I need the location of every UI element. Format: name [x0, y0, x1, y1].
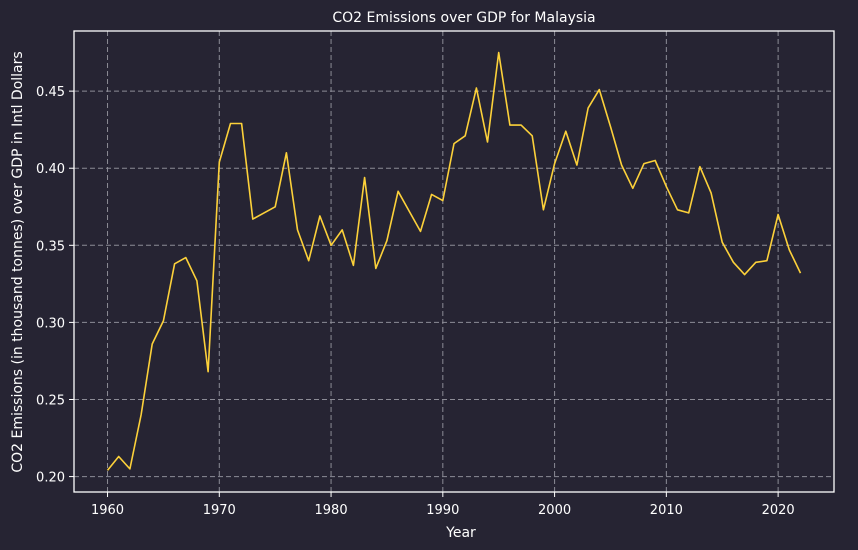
- y-tick-label: 0.20: [36, 471, 65, 486]
- chart-title: CO2 Emissions over GDP for Malaysia: [332, 10, 595, 26]
- x-axis-label: Year: [445, 525, 476, 541]
- x-tick-label: 1990: [426, 503, 459, 518]
- x-tick-label: 2000: [538, 503, 571, 518]
- y-tick-label: 0.40: [36, 162, 65, 177]
- x-tick-label: 1970: [203, 503, 236, 518]
- y-tick-label: 0.45: [36, 85, 65, 100]
- series-line: [106, 51, 802, 471]
- grid-lines: [74, 31, 834, 492]
- y-tick-label: 0.30: [36, 316, 65, 331]
- axis-ticks: 1960 1970 1980 1990 2000 2010 2020 0.20 0.25 0.30…: [36, 85, 795, 518]
- y-tick-label: 0.35: [36, 239, 65, 254]
- x-tick-label: 1960: [91, 503, 124, 518]
- x-tick-label: 2010: [650, 503, 683, 518]
- series-layer: [106, 51, 802, 471]
- y-tick-label: 0.25: [36, 393, 65, 408]
- x-tick-label: 1980: [315, 503, 348, 518]
- x-tick-label: 2020: [762, 503, 795, 518]
- y-axis-label: CO2 Emissions (in thousand tonnes) over …: [10, 51, 26, 472]
- plot-frame: [73, 30, 835, 493]
